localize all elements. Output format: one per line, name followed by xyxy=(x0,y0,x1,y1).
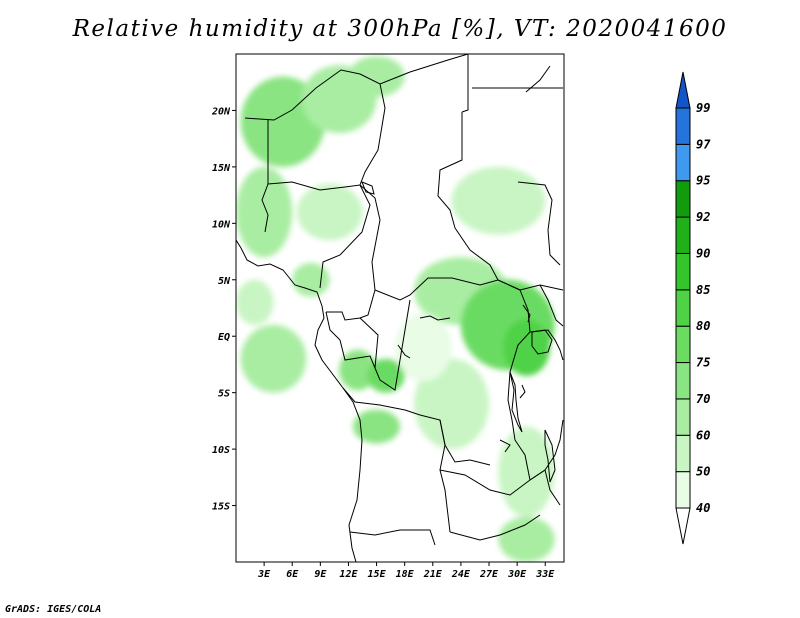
x-tick-label: 27E xyxy=(479,569,499,580)
y-tick-label: 10N xyxy=(212,219,231,230)
y-tick-label: 15N xyxy=(212,163,231,174)
colorbar: 40 50 60 70 75 80 85 90 92 95 97 99 xyxy=(675,71,711,545)
colorbar-label: 80 xyxy=(696,319,710,333)
border-sudan-ethiopia xyxy=(517,181,561,266)
border-niger-mali xyxy=(261,120,269,233)
y-tick-label: 15S xyxy=(212,502,230,513)
colorbar-label: 92 xyxy=(696,210,710,224)
border-mozambique xyxy=(529,419,564,481)
lake-malawi xyxy=(544,429,556,483)
border-congo xyxy=(359,299,411,391)
x-tick-label: 6E xyxy=(286,569,299,580)
colorbar-swatch xyxy=(675,180,691,218)
colorbar-swatch xyxy=(675,143,691,182)
colorbar-label: 75 xyxy=(696,356,710,370)
map-frame xyxy=(235,53,565,563)
colorbar-label: 50 xyxy=(696,465,710,479)
colorbar-label: 40 xyxy=(696,501,710,515)
lake-chad xyxy=(361,181,375,195)
lake-albert xyxy=(522,304,531,323)
humidity-region xyxy=(367,358,405,393)
x-tick-label: 15E xyxy=(368,569,387,580)
lake-victoria xyxy=(531,329,553,355)
x-tick-label: 30E xyxy=(507,569,527,580)
border-drc-east xyxy=(507,289,531,481)
y-tick-label: 20N xyxy=(211,106,231,117)
humidity-region xyxy=(503,319,550,376)
border-chad-east xyxy=(437,112,463,229)
lake-tanganyika xyxy=(509,371,523,433)
border-car xyxy=(371,219,521,301)
colorbar-swatch xyxy=(675,325,691,364)
x-tick-label: 21E xyxy=(423,569,443,580)
border-gabon xyxy=(325,311,376,369)
humidity-region xyxy=(236,279,274,325)
border-zambia xyxy=(439,469,561,506)
x-tick-label: 9E xyxy=(314,569,327,580)
x-tick-label: 18E xyxy=(396,569,415,580)
colorbar-swatch xyxy=(675,398,691,436)
border-angola-north xyxy=(342,387,491,466)
lake-kivu xyxy=(519,384,526,399)
y-tick-label: 5S xyxy=(218,389,230,400)
humidity-region xyxy=(236,166,293,258)
humidity-region xyxy=(240,324,307,393)
colorbar-swatch xyxy=(675,471,691,509)
colorbar-label: 70 xyxy=(696,392,710,406)
x-tick-label: 33E xyxy=(535,569,555,580)
chart-title: Relative humidity at 300hPa [%], VT: 202… xyxy=(72,16,728,42)
humidity-region xyxy=(414,358,490,450)
y-tick-label: EQ xyxy=(218,332,230,343)
lake-mweru xyxy=(499,439,511,453)
country-borders xyxy=(236,54,564,562)
border-nigeria xyxy=(267,181,371,289)
colorbar-swatch xyxy=(675,107,691,145)
humidity-region xyxy=(353,409,401,444)
y-axis: 20N 15N 10N 5N EQ 5S 10S 15S xyxy=(211,106,236,513)
colorbar-swatch xyxy=(675,216,691,254)
humidity-region xyxy=(395,313,452,382)
colorbar-label: 97 xyxy=(696,137,711,151)
border-egypt-sudan xyxy=(461,54,469,113)
grads-credit: GrADS: IGES/COLA xyxy=(5,604,102,615)
coastline-west-africa xyxy=(236,239,363,562)
border-angola-south xyxy=(349,529,436,546)
humidity-region xyxy=(348,56,405,97)
border-chad-west xyxy=(359,83,386,221)
humidity-region xyxy=(451,166,546,235)
coast-red-sea xyxy=(525,65,551,93)
humidity-region xyxy=(498,426,555,517)
colorbar-label: 95 xyxy=(696,174,710,188)
colorbar-swatch xyxy=(675,252,691,291)
humidity-region xyxy=(292,262,330,297)
y-tick-label: 10S xyxy=(212,445,230,456)
humidity-region xyxy=(498,516,555,562)
river-congo-2 xyxy=(397,344,411,359)
colorbar-label: 60 xyxy=(696,428,710,442)
y-tick-label: 5N xyxy=(218,276,231,287)
colorbar-swatch xyxy=(675,362,691,400)
border-ethiopia-somalia xyxy=(539,284,564,327)
humidity-field xyxy=(236,56,555,562)
x-tick-label: 3E xyxy=(257,569,271,580)
colorbar-label: 90 xyxy=(696,246,710,260)
colorbar-label: 85 xyxy=(696,283,710,297)
border-namibia xyxy=(449,514,541,541)
colorbar-label: 99 xyxy=(696,101,710,115)
colorbar-swatch xyxy=(675,434,691,473)
x-tick-label: 24E xyxy=(451,569,471,580)
river-congo-1 xyxy=(419,315,451,321)
humidity-region xyxy=(296,183,363,241)
colorbar-swatch xyxy=(675,289,691,327)
x-tick-label: 12E xyxy=(339,569,358,580)
colorbar-below-arrow xyxy=(675,507,691,545)
x-axis: 3E 6E 9E 12E 15E 18E 21E 24E 27E 30E 33E xyxy=(257,562,555,580)
border-sahel-north xyxy=(244,54,469,121)
colorbar-above-arrow xyxy=(675,71,691,109)
border-drc-north xyxy=(326,289,376,321)
